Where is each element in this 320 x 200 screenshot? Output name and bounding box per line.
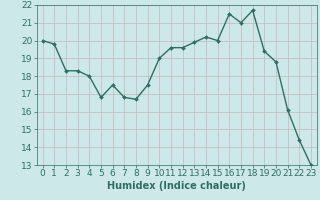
X-axis label: Humidex (Indice chaleur): Humidex (Indice chaleur) [108, 181, 246, 191]
